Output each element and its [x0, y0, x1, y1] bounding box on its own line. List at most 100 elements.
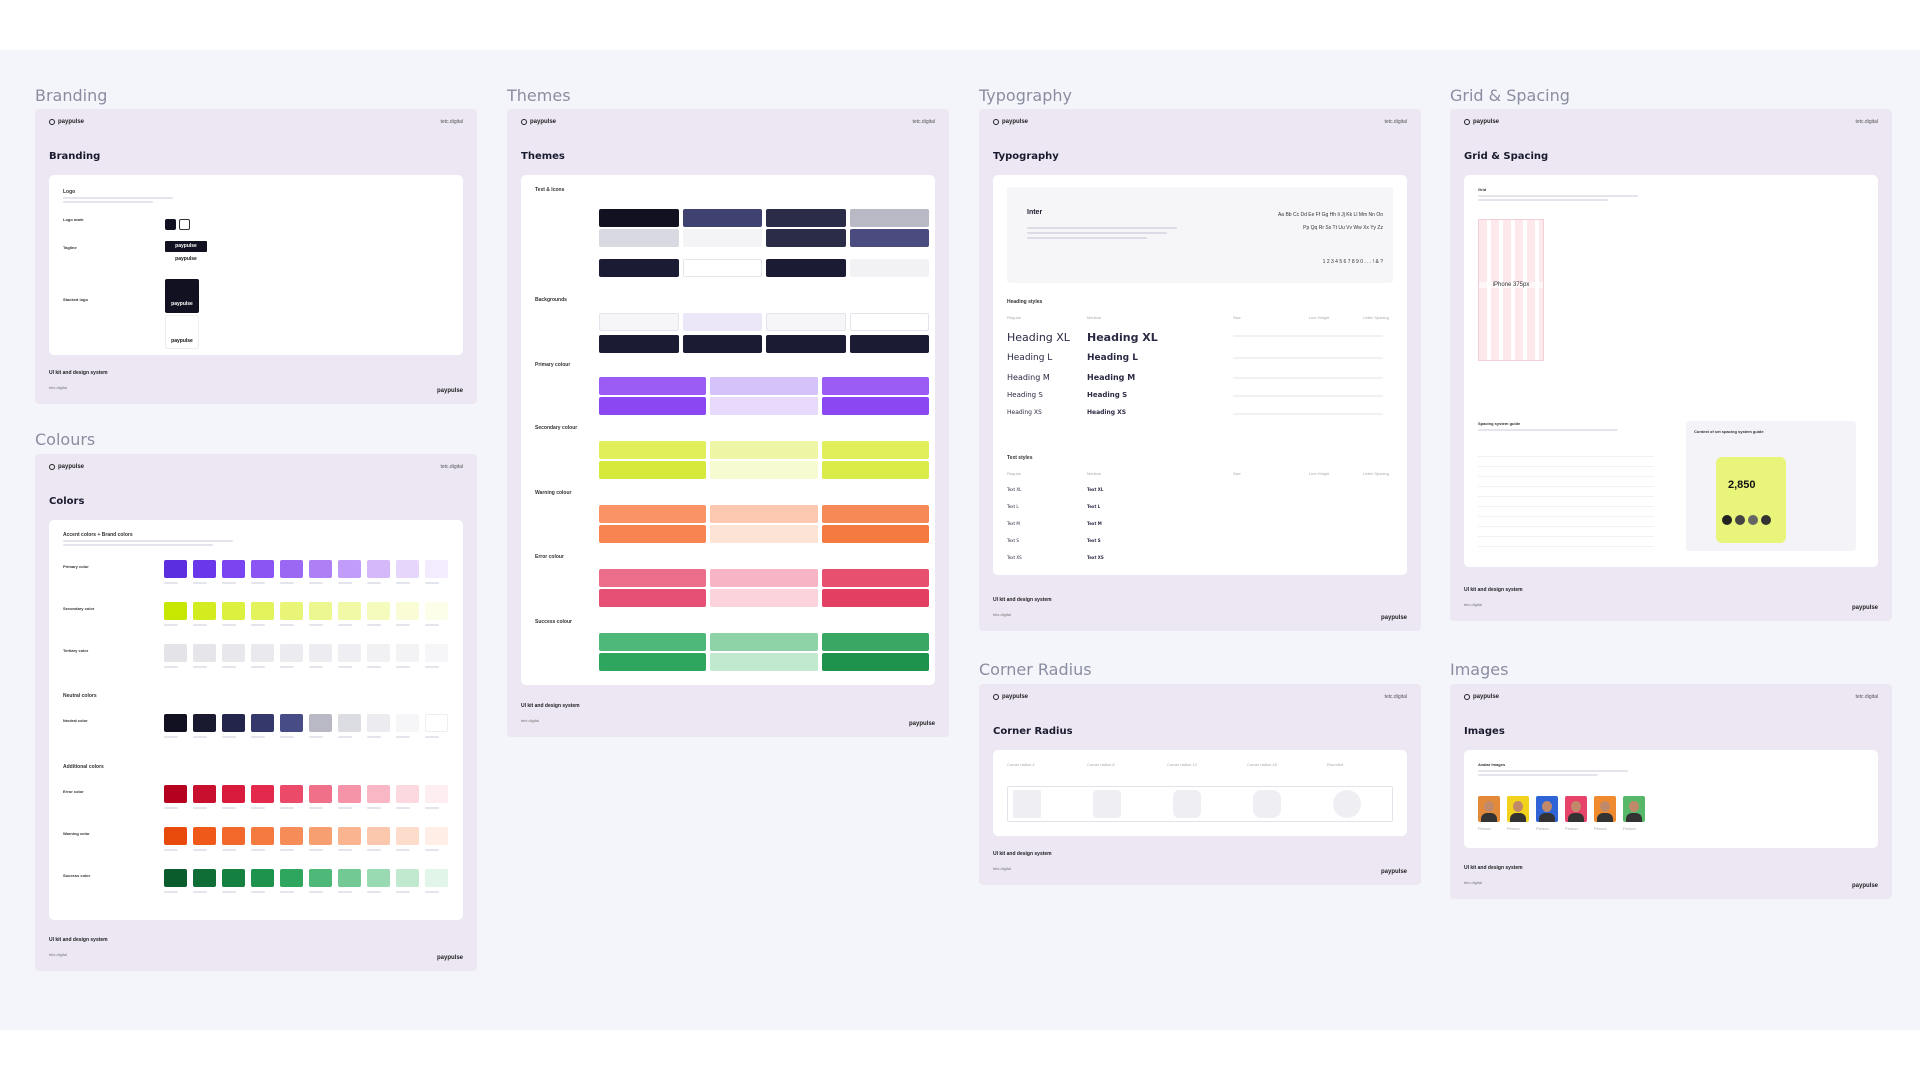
swatch-primary	[338, 560, 361, 578]
theme-swatch	[599, 633, 707, 651]
footer-sub: tetc.digital	[993, 612, 1012, 617]
success-label: Success color	[63, 873, 91, 878]
swatch-neutral	[396, 714, 419, 732]
theme-swatch	[710, 377, 818, 395]
col-medium: Medium	[1087, 471, 1102, 476]
theme-swatch	[710, 569, 818, 587]
section-title-images: Images	[1450, 660, 1509, 679]
success-colour-label: Success colour	[535, 619, 572, 625]
theme-swatch	[710, 505, 818, 523]
tagline-dark: paypulse	[165, 241, 207, 252]
col-size: Size	[1233, 471, 1241, 476]
footer-title: UI kit and design system	[993, 851, 1052, 857]
swatch-success	[164, 869, 187, 887]
neutral-label: Neutral color	[63, 718, 88, 723]
avatar-image	[1623, 796, 1645, 822]
footer-sub: tetc.digital	[521, 718, 540, 723]
heading-sample: Heading XL	[1087, 331, 1158, 344]
avatar-image	[1536, 796, 1558, 822]
swatch-secondary	[193, 602, 216, 620]
swatch-neutral	[222, 714, 245, 732]
theme-swatch	[821, 653, 929, 671]
swatch-secondary	[222, 602, 245, 620]
text-sample: Text XS	[1087, 555, 1104, 560]
device-label: iPhone 375px	[1479, 282, 1543, 288]
swatch-neutral	[425, 714, 448, 732]
swatch-success	[338, 869, 361, 887]
error-colour-label: Error colour	[535, 554, 564, 560]
theme-swatch	[599, 441, 707, 459]
grid-card: Grid iPhone 375px Spacing system guide C…	[1464, 175, 1878, 567]
avatar-name: Person	[1507, 826, 1520, 831]
theme-swatch	[821, 505, 929, 523]
theme-swatch	[599, 525, 707, 543]
grid-board[interactable]: paypulse tetc.digital Grid & Spacing Grid…	[1450, 109, 1892, 621]
section-title-branding: Branding	[35, 86, 108, 105]
colors-card: Accent colors + Brand colors Primary col…	[49, 520, 463, 920]
footer-title: UI kit and design system	[49, 370, 108, 376]
themes-board[interactable]: paypulse tetc.digital Themes Text & Icons…	[507, 109, 949, 737]
footer-logo: paypulse	[1380, 615, 1407, 621]
header-right: tetc.digital	[1855, 694, 1878, 700]
theme-swatch	[599, 397, 707, 415]
branding-board[interactable]: paypulse tetc.digital Branding Logo Logo …	[35, 109, 477, 404]
theme-swatch	[821, 461, 929, 479]
theme-swatch	[599, 377, 707, 395]
accent-heading: Accent colors + Brand colors	[63, 532, 133, 538]
theme-swatch	[849, 259, 929, 277]
theme-swatch	[599, 461, 707, 479]
grid-label: Grid	[1478, 187, 1487, 192]
images-board[interactable]: paypulse tetc.digital Images Avatar image…	[1450, 684, 1892, 899]
spacing-example: Context of set spacing system guide 2,85…	[1686, 421, 1856, 551]
text-sample: Text XS	[1007, 555, 1022, 560]
font-name: Inter	[1027, 209, 1043, 216]
paypulse-logo: paypulse	[993, 119, 1028, 125]
board-title: Branding	[49, 151, 101, 162]
swatch-primary	[193, 560, 216, 578]
logo-mark-light	[179, 219, 190, 230]
col-medium: Medium	[1087, 315, 1102, 320]
swatch-tertiary	[367, 644, 390, 662]
tagline-label: Tagline	[63, 245, 77, 250]
section-title-grid: Grid & Spacing	[1450, 86, 1570, 105]
swatch-error	[251, 785, 274, 803]
footer-sub: tetc.digital	[49, 385, 68, 390]
theme-swatch	[766, 313, 846, 331]
swatch-neutral	[309, 714, 332, 732]
avatar-name: Person	[1594, 826, 1607, 831]
avatar-image	[1507, 796, 1529, 822]
swatch-neutral	[367, 714, 390, 732]
swatch-error	[396, 785, 419, 803]
heading-sample: Heading XS	[1007, 409, 1042, 416]
swatch-error	[309, 785, 332, 803]
corner-radius-board[interactable]: paypulse tetc.digital Corner Radius Corne…	[979, 684, 1421, 885]
footer-title: UI kit and design system	[993, 597, 1052, 603]
footer-sub: tetc.digital	[1464, 880, 1483, 885]
phone-grid: iPhone 375px	[1478, 219, 1544, 361]
swatch-tertiary	[338, 644, 361, 662]
spacing-table	[1478, 447, 1654, 553]
heading-styles-label: Heading styles	[1007, 299, 1043, 305]
typography-board[interactable]: paypulse tetc.digital Typography Inter Aa…	[979, 109, 1421, 631]
swatch-warning	[396, 827, 419, 845]
swatch-warning	[164, 827, 187, 845]
col-line-height: Line Height	[1309, 471, 1330, 476]
swatch-error	[222, 785, 245, 803]
col-regular: Regular	[1007, 315, 1022, 320]
swatch-tertiary	[280, 644, 303, 662]
mini-phone: 2,850	[1716, 457, 1786, 543]
swatch-tertiary	[164, 644, 187, 662]
heading-sample: Heading M	[1007, 373, 1050, 382]
footer-title: UI kit and design system	[49, 937, 108, 943]
board-title: Images	[1464, 726, 1505, 737]
typography-card: Inter Aa Bb Cc Dd Ee Ff Gg Hh Ii Jj Kk L…	[993, 175, 1407, 575]
heading-sample: Heading XS	[1087, 409, 1127, 416]
alphabet-specimen: Aa Bb Cc Dd Ee Ff Gg Hh Ii Jj Kk Ll Mm N…	[1277, 212, 1383, 231]
swatch-secondary	[338, 602, 361, 620]
theme-swatch	[849, 229, 929, 247]
swatch-neutral	[280, 714, 303, 732]
colors-board[interactable]: paypulse tetc.digital Colors Accent color…	[35, 454, 477, 971]
avatar-name: Person	[1478, 826, 1491, 831]
primary-colour-label: Primary colour	[535, 362, 571, 368]
theme-swatch	[710, 653, 818, 671]
